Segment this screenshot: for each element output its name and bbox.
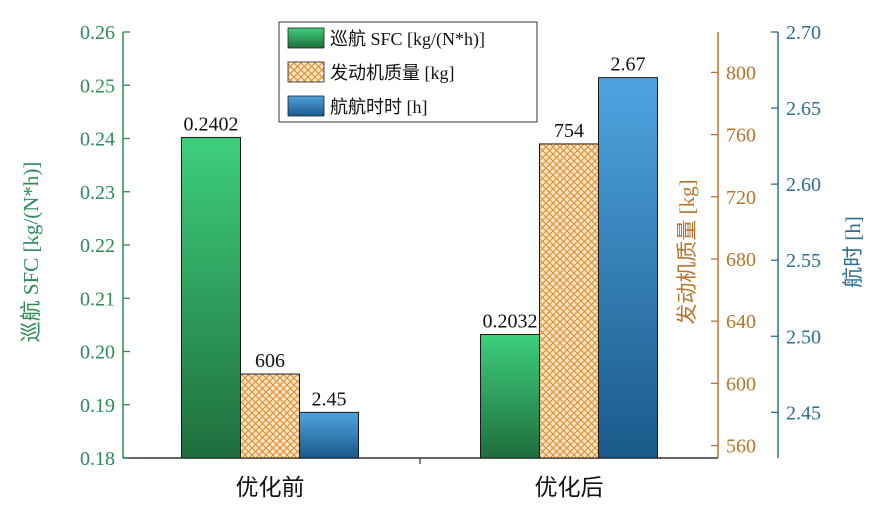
right1-tick-label: 560	[726, 436, 756, 458]
bar-label-mass-0: 606	[255, 350, 285, 372]
bar-mass-1	[539, 143, 599, 459]
left-axis-ticks: 0.18 0.19 0.20 0.21 0.22 0.23 0.24 0.25 0.26	[80, 22, 130, 470]
bar-label-mass-1: 754	[554, 120, 584, 142]
legend-label-sfc: 巡航 SFC [kg/(N*h)]	[330, 29, 485, 50]
bar-endurance-0	[299, 411, 359, 459]
bar-label-endurance-0: 2.45	[312, 388, 347, 410]
category-label-after: 优化后	[535, 475, 604, 500]
bar-label-sfc-1: 0.2032	[483, 310, 538, 332]
right1-tick-label: 680	[726, 249, 756, 271]
left-axis-title: 巡航 SFC [kg/(N*h)]	[19, 162, 43, 343]
bar-sfc-0	[181, 136, 241, 459]
left-tick-label: 0.20	[80, 342, 115, 364]
right1-tick-label: 600	[726, 373, 756, 395]
bar-label-sfc-0: 0.2402	[184, 113, 239, 135]
left-tick-label: 0.26	[80, 22, 115, 44]
legend-label-endurance: 航航时时 [h]	[330, 97, 428, 117]
right2-tick-label: 2.50	[786, 326, 821, 348]
legend: 巡航 SFC [kg/(N*h)] 发动机质量 [kg] 航航时时 [h]	[278, 21, 538, 123]
left-tick-label: 0.18	[80, 448, 115, 470]
right1-tick-label: 720	[726, 187, 756, 209]
right2-axis-title: 航时 [h]	[841, 216, 865, 288]
right1-tick-label: 760	[726, 125, 756, 147]
right1-axis-ticks: 560 600 640 680 720 760 800	[711, 62, 756, 458]
bar-sfc-1	[480, 333, 540, 459]
left-tick-label: 0.24	[80, 129, 115, 151]
right1-tick-label: 800	[726, 62, 756, 84]
right2-tick-label: 2.65	[786, 98, 821, 120]
bars	[181, 77, 658, 459]
right2-axis-ticks: 2.45 2.50 2.55 2.60 2.65 2.70	[771, 22, 821, 424]
legend-swatch-sfc	[287, 27, 325, 49]
right1-tick-label: 640	[726, 311, 756, 333]
right2-tick-label: 2.45	[786, 402, 821, 424]
right2-tick-label: 2.60	[786, 174, 821, 196]
category-label-before: 优化前	[236, 475, 305, 500]
legend-swatch-endurance	[287, 95, 325, 117]
right1-axis-title: 发动机质量 [kg]	[675, 179, 699, 324]
left-tick-label: 0.25	[80, 75, 115, 97]
left-tick-label: 0.23	[80, 182, 115, 204]
right2-tick-label: 2.55	[786, 250, 821, 272]
bar-value-labels: 0.2402 0.2032 606 754 2.45 2.67	[184, 54, 646, 411]
right2-tick-label: 2.70	[786, 22, 821, 44]
left-tick-label: 0.19	[80, 395, 115, 417]
bar-mass-0	[240, 373, 300, 459]
bar-label-endurance-1: 2.67	[611, 54, 646, 76]
legend-swatch-mass	[287, 61, 325, 83]
left-tick-label: 0.22	[80, 235, 115, 257]
bar-endurance-1	[598, 77, 658, 459]
left-tick-label: 0.21	[80, 288, 115, 310]
legend-label-mass: 发动机质量 [kg]	[330, 63, 455, 83]
